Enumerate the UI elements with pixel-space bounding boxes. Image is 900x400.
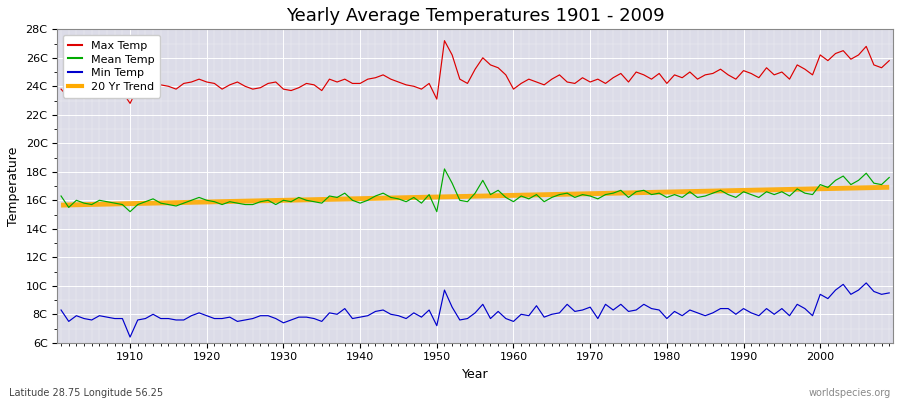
Title: Yearly Average Temperatures 1901 - 2009: Yearly Average Temperatures 1901 - 2009 [286, 7, 664, 25]
X-axis label: Year: Year [462, 368, 489, 381]
Text: worldspecies.org: worldspecies.org [809, 388, 891, 398]
Y-axis label: Temperature: Temperature [7, 146, 20, 226]
Legend: Max Temp, Mean Temp, Min Temp, 20 Yr Trend: Max Temp, Mean Temp, Min Temp, 20 Yr Tre… [63, 35, 159, 98]
Text: Latitude 28.75 Longitude 56.25: Latitude 28.75 Longitude 56.25 [9, 388, 163, 398]
